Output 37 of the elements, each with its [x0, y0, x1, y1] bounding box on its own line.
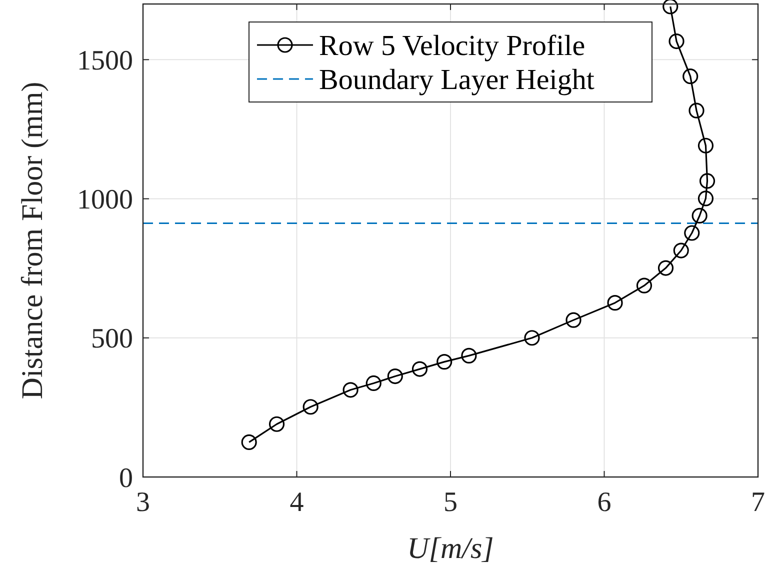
point [387, 368, 403, 384]
y-tick-label: 0 [119, 462, 133, 494]
point [698, 138, 714, 154]
legend-label: Row 5 Velocity Profile [319, 30, 586, 62]
point [662, 0, 678, 14]
point [607, 295, 623, 311]
point [524, 330, 540, 346]
point [699, 173, 716, 189]
x-tick-label: 7 [751, 487, 765, 518]
point [436, 354, 452, 370]
point [698, 190, 714, 206]
point [673, 242, 689, 258]
point [302, 399, 318, 415]
point [684, 225, 700, 241]
point [412, 361, 428, 377]
point [636, 278, 652, 294]
x-tick-label: 4 [290, 487, 304, 518]
point [461, 348, 477, 364]
y-tick-label: 500 [91, 324, 133, 355]
point [692, 208, 708, 224]
x-axis-title: U[m/s] [407, 532, 494, 565]
x-tick-label: 3 [136, 487, 150, 518]
point [268, 416, 285, 432]
point [658, 260, 674, 276]
point [682, 68, 698, 84]
point [342, 382, 358, 398]
y-tick-label: 1500 [77, 45, 133, 76]
legend-label: Boundary Layer Height [319, 64, 594, 96]
point [668, 33, 684, 50]
point [566, 312, 582, 328]
y-tick-label: 1000 [77, 184, 133, 216]
y-axis-title: Distance from Floor (mm) [16, 82, 49, 400]
point [688, 102, 704, 118]
x-tick-label: 5 [444, 487, 458, 518]
point [366, 375, 382, 392]
point [241, 434, 257, 450]
x-tick-label: 6 [597, 487, 612, 518]
